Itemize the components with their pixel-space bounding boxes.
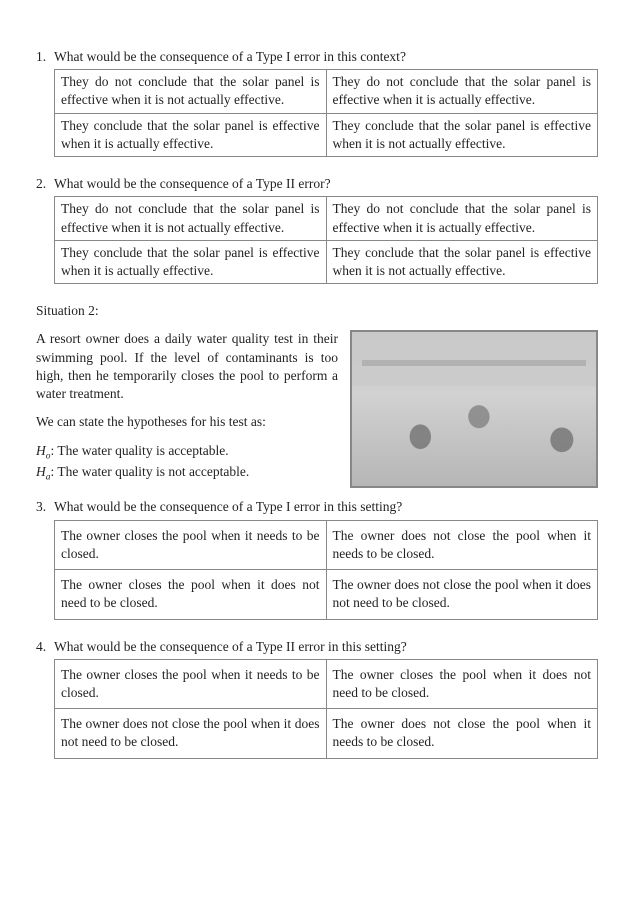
option-cell[interactable]: The owner does not close the pool when i… [326, 570, 598, 619]
situation-2-block: A resort owner does a daily water qualit… [36, 330, 598, 488]
hypothesis-alt: Ha: The water quality is not acceptable. [36, 463, 338, 484]
question-4-text: What would be the consequence of a Type … [54, 639, 407, 654]
question-3-prompt: 3.What would be the consequence of a Typ… [36, 498, 598, 516]
table-row: The owner closes the pool when it does n… [55, 570, 598, 619]
question-3-number: 3. [36, 498, 54, 516]
option-cell[interactable]: They conclude that the solar panel is ef… [55, 113, 327, 156]
option-cell[interactable]: They conclude that the solar panel is ef… [55, 240, 327, 283]
option-cell[interactable]: The owner does not close the pool when i… [55, 709, 327, 758]
question-4-number: 4. [36, 638, 54, 656]
question-1-text: What would be the consequence of a Type … [54, 49, 406, 64]
situation-2-para2: We can state the hypotheses for his test… [36, 413, 338, 431]
option-cell[interactable]: The owner closes the pool when it does n… [326, 659, 598, 708]
table-row: They conclude that the solar panel is ef… [55, 113, 598, 156]
question-2-options: They do not conclude that the solar pane… [54, 196, 598, 284]
option-cell[interactable]: The owner does not close the pool when i… [326, 520, 598, 569]
question-1-options: They do not conclude that the solar pane… [54, 69, 598, 157]
option-cell[interactable]: They conclude that the solar panel is ef… [326, 113, 598, 156]
question-2: 2.What would be the consequence of a Typ… [54, 175, 598, 284]
option-cell[interactable]: They do not conclude that the solar pane… [326, 197, 598, 240]
option-cell[interactable]: The owner does not close the pool when i… [326, 709, 598, 758]
option-cell[interactable]: They conclude that the solar panel is ef… [326, 240, 598, 283]
option-cell[interactable]: They do not conclude that the solar pane… [55, 70, 327, 113]
table-row: They conclude that the solar panel is ef… [55, 240, 598, 283]
ha-symbol: Ha [36, 464, 50, 479]
h0-symbol: Ho [36, 443, 50, 458]
question-3-text: What would be the consequence of a Type … [54, 499, 402, 514]
situation-2-para1: A resort owner does a daily water qualit… [36, 330, 338, 403]
pool-image [350, 330, 598, 488]
option-cell[interactable]: They do not conclude that the solar pane… [55, 197, 327, 240]
question-1-prompt: 1.What would be the consequence of a Typ… [36, 48, 598, 66]
question-4: 4.What would be the consequence of a Typ… [54, 638, 598, 759]
question-3: 3.What would be the consequence of a Typ… [54, 498, 598, 619]
hypothesis-null: Ho: The water quality is acceptable. [36, 442, 338, 463]
question-4-options: The owner closes the pool when it needs … [54, 659, 598, 759]
option-cell[interactable]: They do not conclude that the solar pane… [326, 70, 598, 113]
question-1-number: 1. [36, 48, 54, 66]
question-2-number: 2. [36, 175, 54, 193]
h0-text: : The water quality is acceptable. [50, 443, 228, 458]
table-row: The owner closes the pool when it needs … [55, 520, 598, 569]
table-row: The owner closes the pool when it needs … [55, 659, 598, 708]
table-row: The owner does not close the pool when i… [55, 709, 598, 758]
question-2-text: What would be the consequence of a Type … [54, 176, 331, 191]
question-4-prompt: 4.What would be the consequence of a Typ… [36, 638, 598, 656]
ha-text: : The water quality is not acceptable. [50, 464, 249, 479]
situation-2-label: Situation 2: [36, 302, 598, 320]
table-row: They do not conclude that the solar pane… [55, 70, 598, 113]
question-3-options: The owner closes the pool when it needs … [54, 520, 598, 620]
situation-2-text: A resort owner does a daily water qualit… [36, 330, 338, 488]
question-1: 1.What would be the consequence of a Typ… [54, 48, 598, 157]
option-cell[interactable]: The owner closes the pool when it needs … [55, 520, 327, 569]
question-2-prompt: 2.What would be the consequence of a Typ… [36, 175, 598, 193]
option-cell[interactable]: The owner closes the pool when it does n… [55, 570, 327, 619]
table-row: They do not conclude that the solar pane… [55, 197, 598, 240]
option-cell[interactable]: The owner closes the pool when it needs … [55, 659, 327, 708]
